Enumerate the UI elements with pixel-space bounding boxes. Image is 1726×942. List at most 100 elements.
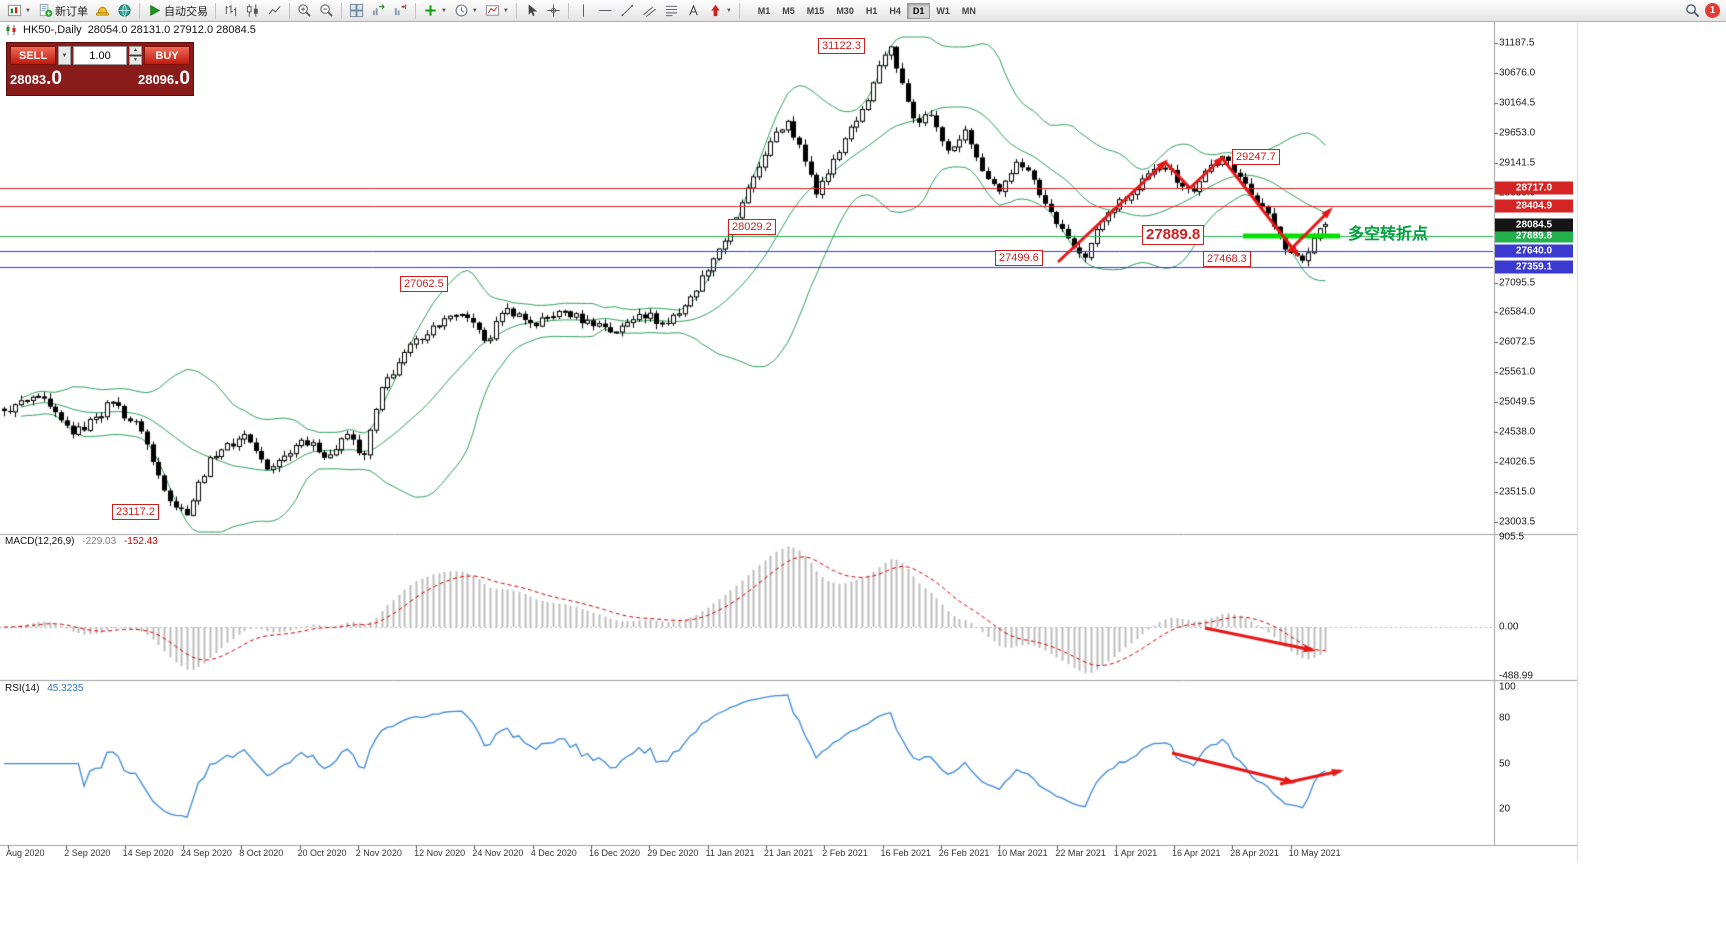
current-price-tag: 28084.5 bbox=[1495, 218, 1573, 232]
cursor-button[interactable] bbox=[521, 2, 542, 20]
volume-increase-button[interactable]: ▲ bbox=[129, 46, 142, 55]
timeframe-mn-button[interactable]: MN bbox=[961, 5, 976, 16]
timeframe-h4-button[interactable]: H4 bbox=[889, 5, 901, 16]
chart-area: HK50-,Daily 28054.0 28131.0 27912.0 2808… bbox=[0, 22, 1726, 942]
toolbar-separator bbox=[738, 2, 740, 19]
price-annotation[interactable]: 27062.5 bbox=[400, 276, 448, 292]
community-button[interactable] bbox=[114, 2, 135, 20]
metaeditor-button[interactable] bbox=[92, 2, 113, 20]
chevron-down-icon[interactable]: ▼ bbox=[471, 7, 478, 14]
fibonacci-tool-button[interactable] bbox=[661, 2, 682, 20]
time-axis-label: 4 Dec 2020 bbox=[530, 848, 577, 858]
chevron-down-icon[interactable]: ▼ bbox=[502, 7, 509, 14]
time-axis-label: 10 May 2021 bbox=[1288, 848, 1341, 858]
zoomout-icon bbox=[319, 3, 334, 18]
time-axis-label: 29 Dec 2020 bbox=[647, 848, 699, 858]
time-axis-label: 16 Feb 2021 bbox=[880, 848, 932, 858]
note-annotation[interactable]: 多空转折点 bbox=[1348, 226, 1429, 243]
timeframe-d1-button[interactable]: D1 bbox=[906, 2, 931, 19]
indicators-icon bbox=[423, 3, 438, 18]
linechart-icon bbox=[267, 3, 282, 18]
vline-icon bbox=[576, 3, 591, 18]
tile-windows-button[interactable] bbox=[346, 2, 367, 20]
chevron-down-icon[interactable]: ▼ bbox=[25, 7, 31, 14]
toolbar: ▼ 新订单 自动交易 ▼ ▼ ▼ ▼ M1 M5 M15 M30 H1 H4 D1 W1 MN 1 bbox=[0, 0, 1726, 22]
textA-icon bbox=[686, 3, 701, 18]
new-chart-button[interactable]: ▼ bbox=[4, 2, 34, 20]
macd-scale-label: 0.00 bbox=[1499, 621, 1519, 633]
chevron-down-icon[interactable]: ▼ bbox=[440, 7, 447, 14]
bars-mode-button[interactable] bbox=[220, 2, 241, 20]
timeframe-m15-button[interactable]: M15 bbox=[806, 5, 825, 16]
volume-input[interactable] bbox=[73, 46, 127, 65]
timeframe-m30-button[interactable]: M30 bbox=[836, 5, 854, 16]
channel-tool-button[interactable] bbox=[639, 2, 660, 20]
hline-tool-button[interactable] bbox=[595, 2, 616, 20]
price-annotation[interactable]: 29247.7 bbox=[1232, 149, 1280, 165]
macd-value-signal: -152.43 bbox=[123, 536, 158, 547]
crosshair-button[interactable] bbox=[543, 2, 564, 20]
macd-scale-label: -488.99 bbox=[1499, 670, 1533, 682]
templates-button[interactable]: ▼ bbox=[482, 2, 512, 20]
rsi-scale-label: 20 bbox=[1499, 803, 1511, 815]
clock-icon bbox=[454, 3, 469, 18]
price-annotation[interactable]: 31122.3 bbox=[818, 38, 865, 54]
toolbar-separator bbox=[288, 2, 290, 19]
price-annotation[interactable]: 23117.2 bbox=[112, 504, 159, 520]
symbol-title: HK50-,Daily bbox=[23, 24, 82, 36]
time-axis-label: 2 Nov 2020 bbox=[355, 848, 402, 858]
trendline-tool-button[interactable] bbox=[617, 2, 638, 20]
neworder-icon bbox=[38, 3, 53, 18]
macd-pane[interactable] bbox=[0, 535, 1494, 679]
indicators-button[interactable]: ▼ bbox=[420, 2, 450, 20]
price-annotation[interactable]: 27468.3 bbox=[1203, 251, 1251, 267]
zoom-in-button[interactable] bbox=[294, 2, 315, 20]
time-axis-label: 21 Jan 2021 bbox=[763, 848, 814, 858]
symbol-header: HK50-,Daily 28054.0 28131.0 27912.0 2808… bbox=[5, 24, 256, 36]
timeframe-w1-button[interactable]: W1 bbox=[936, 5, 950, 16]
new-order-button-label: 新订单 bbox=[54, 5, 88, 18]
notification-badge[interactable]: 1 bbox=[1705, 3, 1720, 18]
volume-decrease-button[interactable]: ▼ bbox=[129, 56, 142, 65]
zoom-out-button[interactable] bbox=[316, 2, 337, 20]
price-scale-label: 24026.5 bbox=[1499, 456, 1536, 468]
rsi-pane[interactable] bbox=[0, 681, 1494, 845]
rsi-scale-label: 50 bbox=[1499, 758, 1511, 770]
chevron-down-icon[interactable]: ▼ bbox=[725, 7, 732, 14]
periods-button[interactable]: ▼ bbox=[451, 2, 481, 20]
rsi-value: 45.3235 bbox=[47, 683, 84, 694]
price-chart-canvas[interactable] bbox=[0, 22, 1726, 942]
macd-label: MACD(12,26,9) -229.03 -152.43 bbox=[5, 536, 158, 547]
buy-button[interactable]: BUY bbox=[144, 46, 190, 65]
search-icon[interactable] bbox=[1685, 3, 1700, 18]
price-annotation[interactable]: 27889.8 bbox=[1142, 225, 1205, 245]
chartwin-icon bbox=[7, 3, 22, 18]
timeframe-m5-button[interactable]: M5 bbox=[782, 5, 795, 16]
toolbar-separator bbox=[214, 2, 216, 19]
auto-trading-button[interactable]: 自动交易 bbox=[144, 2, 211, 20]
time-axis-label: Aug 2020 bbox=[6, 848, 45, 858]
price-decimal: .0 bbox=[46, 68, 63, 89]
time-axis-label: 16 Apr 2021 bbox=[1172, 848, 1221, 858]
time-axis-label: 12 Nov 2020 bbox=[414, 848, 466, 858]
arrows-tool-button[interactable]: ▼ bbox=[705, 2, 735, 20]
toolbar-separator bbox=[340, 2, 342, 19]
auto-scroll-button[interactable] bbox=[368, 2, 389, 20]
candles-mode-button[interactable] bbox=[242, 2, 263, 20]
main-chart-pane[interactable] bbox=[0, 36, 1494, 533]
price-scale-label: 25561.0 bbox=[1499, 366, 1536, 378]
price-annotation[interactable]: 27499.6 bbox=[995, 250, 1043, 266]
chart-shift-button[interactable] bbox=[390, 2, 411, 20]
line-mode-button[interactable] bbox=[264, 2, 285, 20]
rsi-label: RSI(14) 45.3235 bbox=[5, 683, 83, 694]
price-tag: 27889.8 bbox=[1495, 229, 1573, 243]
new-order-button[interactable]: 新订单 bbox=[35, 2, 91, 20]
macd-scale-label: 905.5 bbox=[1499, 531, 1525, 543]
vline-tool-button[interactable] bbox=[573, 2, 594, 20]
sell-button[interactable]: SELL bbox=[10, 46, 56, 65]
price-annotation[interactable]: 28029.2 bbox=[728, 219, 776, 235]
order-options-dropdown[interactable]: ▼ bbox=[58, 46, 71, 65]
text-tool-button[interactable] bbox=[683, 2, 704, 20]
timeframe-m1-button[interactable]: M1 bbox=[757, 5, 771, 16]
timeframe-h1-button[interactable]: H1 bbox=[865, 5, 878, 16]
